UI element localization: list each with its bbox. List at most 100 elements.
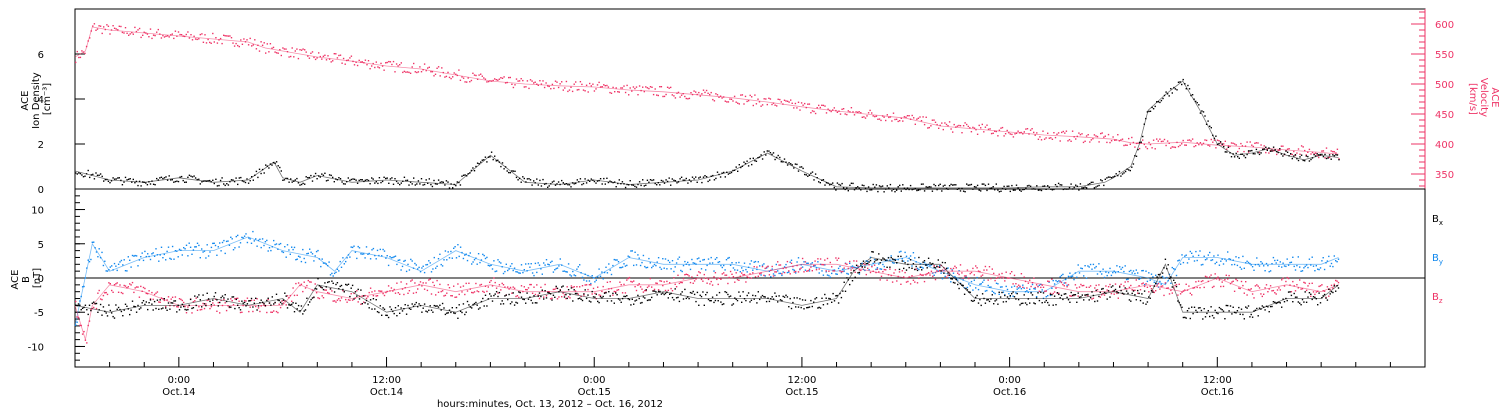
data-point xyxy=(351,246,354,249)
data-point xyxy=(1132,163,1135,165)
data-point xyxy=(282,47,284,49)
data-point xyxy=(1048,186,1050,188)
data-point xyxy=(871,251,873,253)
data-point xyxy=(390,308,393,311)
data-point xyxy=(173,37,175,40)
data-point xyxy=(430,183,432,186)
data-point xyxy=(771,265,773,268)
data-point xyxy=(185,181,187,183)
data-point xyxy=(692,262,694,264)
data-point xyxy=(1260,308,1262,310)
data-point xyxy=(1297,148,1300,150)
data-point xyxy=(698,177,700,179)
data-point xyxy=(1179,263,1182,265)
data-point xyxy=(98,174,100,176)
data-point xyxy=(1318,156,1320,159)
data-point xyxy=(1114,271,1117,274)
data-point xyxy=(498,291,501,294)
data-point xyxy=(1052,292,1054,295)
data-point xyxy=(572,270,574,273)
data-point xyxy=(217,246,219,248)
data-point xyxy=(138,296,141,298)
data-point xyxy=(457,283,459,285)
data-point xyxy=(1077,292,1079,294)
data-point xyxy=(1085,187,1088,189)
data-point xyxy=(790,99,792,101)
data-point xyxy=(747,292,750,294)
data-point xyxy=(851,267,854,269)
data-point xyxy=(243,180,245,183)
data-point xyxy=(1127,280,1129,283)
data-point xyxy=(939,124,941,127)
data-point xyxy=(429,262,431,264)
data-point xyxy=(462,77,465,79)
data-point xyxy=(767,297,769,299)
data-point xyxy=(1304,291,1306,293)
data-point xyxy=(174,296,177,298)
data-point xyxy=(123,284,125,287)
data-point xyxy=(677,274,679,276)
data-point xyxy=(1067,299,1070,301)
data-point xyxy=(342,57,345,60)
data-point xyxy=(713,100,716,102)
data-point xyxy=(997,276,999,279)
data-point xyxy=(842,270,844,273)
data-point xyxy=(1209,276,1211,278)
data-point xyxy=(1012,291,1014,293)
data-point xyxy=(538,292,541,294)
data-point xyxy=(397,292,399,294)
data-point xyxy=(322,55,325,57)
data-point xyxy=(1019,285,1021,287)
data-point xyxy=(634,286,636,288)
data-point xyxy=(159,301,161,303)
data-point xyxy=(210,304,213,306)
data-point xyxy=(148,302,150,304)
data-point xyxy=(277,311,279,314)
data-point xyxy=(947,272,949,274)
data-point xyxy=(1119,286,1121,288)
data-point xyxy=(107,25,110,27)
data-point xyxy=(380,181,382,184)
data-point xyxy=(657,289,660,291)
data-point xyxy=(975,265,977,267)
data-point xyxy=(840,271,843,274)
data-point xyxy=(721,266,723,269)
data-point xyxy=(443,259,445,261)
data-point xyxy=(601,86,603,88)
data-point xyxy=(646,87,649,89)
data-point xyxy=(1020,288,1023,290)
data-point xyxy=(637,284,639,286)
data-point xyxy=(716,294,718,296)
density-tick-label: 0 xyxy=(38,185,44,196)
data-point xyxy=(1028,184,1030,187)
data-point xyxy=(219,179,222,182)
data-point xyxy=(408,307,411,310)
data-point xyxy=(723,272,725,274)
data-point xyxy=(952,281,955,284)
data-point xyxy=(938,127,940,129)
data-point xyxy=(520,264,523,266)
data-point xyxy=(160,297,163,299)
data-point xyxy=(963,293,966,295)
data-point xyxy=(984,302,987,304)
data-point xyxy=(976,267,978,269)
data-point xyxy=(133,255,135,257)
data-point xyxy=(119,261,121,263)
data-point xyxy=(780,101,782,103)
data-point xyxy=(1029,279,1031,281)
data-point xyxy=(205,304,207,307)
data-point xyxy=(552,288,555,291)
data-point xyxy=(951,269,953,271)
data-point xyxy=(696,258,699,260)
data-point xyxy=(166,35,169,37)
data-point xyxy=(536,271,538,274)
data-point xyxy=(206,299,208,302)
data-point xyxy=(243,299,246,302)
data-point xyxy=(1040,286,1042,289)
data-point xyxy=(540,83,543,85)
data-point xyxy=(475,282,477,285)
data-point xyxy=(822,179,825,181)
data-point xyxy=(540,268,542,270)
data-point xyxy=(1140,141,1142,143)
data-point xyxy=(271,296,273,298)
